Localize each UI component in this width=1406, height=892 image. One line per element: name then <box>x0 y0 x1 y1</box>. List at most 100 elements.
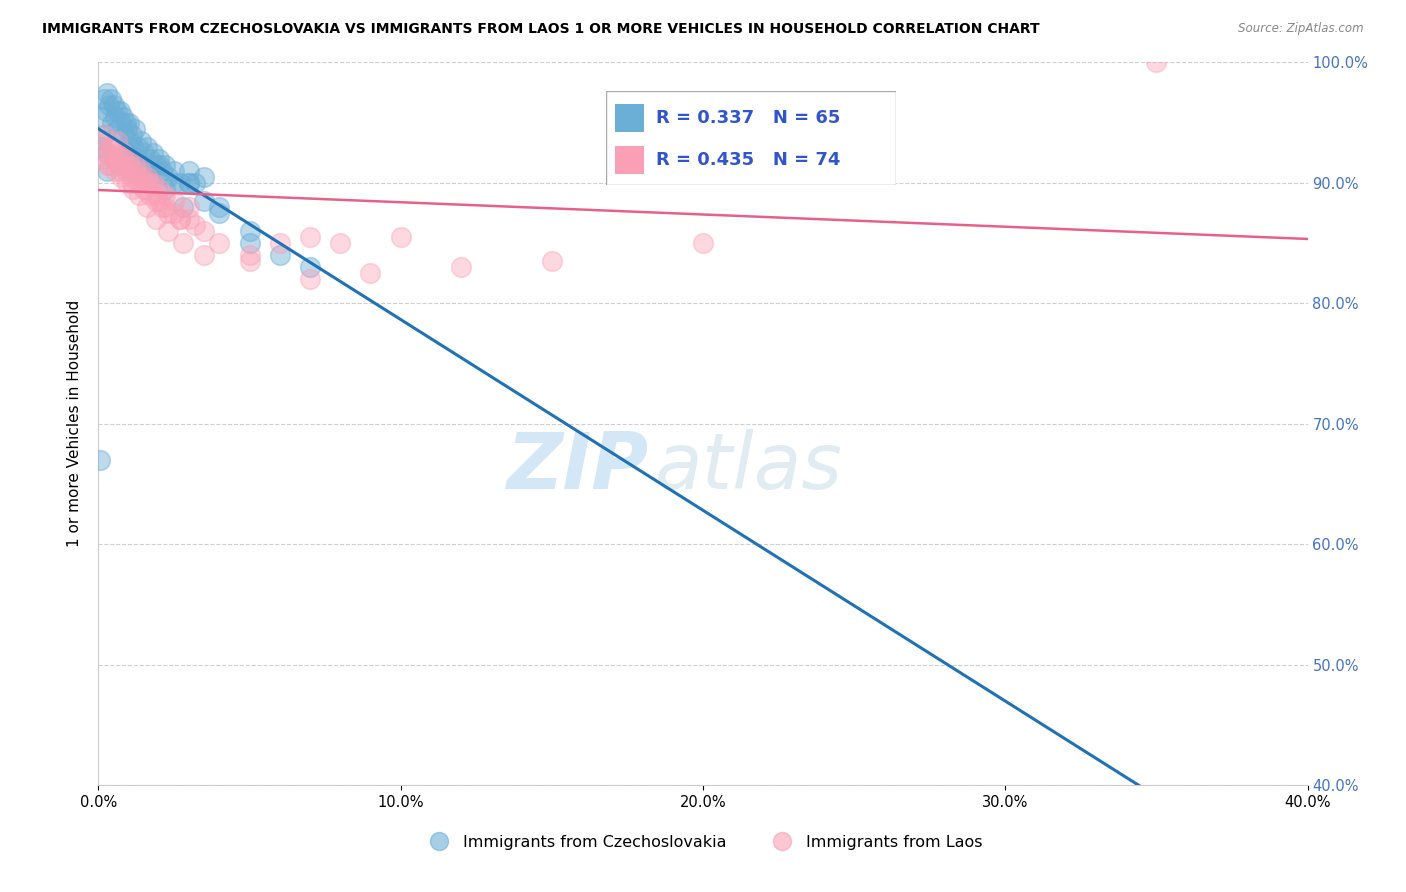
Point <box>96 158 118 172</box>
Point <box>169 211 191 226</box>
Point <box>104 164 127 178</box>
Point <box>91 152 114 166</box>
Point <box>153 158 176 172</box>
Point <box>111 110 134 124</box>
Point <box>145 188 167 202</box>
Point <box>193 194 215 208</box>
Point <box>96 164 118 178</box>
Point <box>239 224 262 238</box>
Point <box>156 224 179 238</box>
Point <box>127 169 149 184</box>
Point <box>121 164 143 178</box>
Point <box>104 110 127 124</box>
Point <box>156 206 179 220</box>
Point <box>103 152 125 166</box>
Point <box>96 145 118 160</box>
Point <box>118 115 141 129</box>
Point <box>193 224 215 238</box>
Point <box>540 254 562 268</box>
Point <box>93 92 115 106</box>
Point <box>299 272 322 286</box>
Point <box>129 134 152 148</box>
Point <box>179 176 201 190</box>
Point <box>360 266 382 280</box>
Point <box>169 211 191 226</box>
Point <box>118 139 141 153</box>
Point <box>127 152 149 166</box>
Point <box>135 139 157 153</box>
Point <box>145 164 167 178</box>
Point <box>132 182 155 196</box>
Point <box>100 92 122 106</box>
Point <box>114 164 136 178</box>
Point <box>179 211 201 226</box>
Point <box>172 200 194 214</box>
Point <box>139 188 162 202</box>
Point <box>103 152 125 166</box>
Point <box>105 134 128 148</box>
Point <box>105 145 128 160</box>
Point <box>110 115 132 129</box>
Point <box>239 248 262 262</box>
Point <box>108 158 131 172</box>
Point <box>389 230 412 244</box>
Point <box>150 164 173 178</box>
Point <box>148 152 170 166</box>
Point <box>148 194 170 208</box>
Point <box>163 164 186 178</box>
Point <box>93 128 115 142</box>
Point <box>112 128 135 142</box>
Point <box>169 176 191 190</box>
Point <box>127 176 149 190</box>
Point <box>299 260 322 275</box>
Point <box>163 206 186 220</box>
Point <box>145 158 167 172</box>
Point <box>145 194 167 208</box>
Point <box>90 134 112 148</box>
Point <box>135 169 157 184</box>
Point <box>105 103 128 118</box>
Point <box>145 211 167 226</box>
Point <box>111 152 134 166</box>
Point <box>93 128 115 142</box>
Point <box>120 134 142 148</box>
Point <box>124 158 146 172</box>
Point <box>150 200 173 214</box>
Point <box>114 115 136 129</box>
Point <box>127 139 149 153</box>
Point <box>139 152 162 166</box>
Point <box>96 145 118 160</box>
Point <box>122 139 145 153</box>
Point <box>153 182 176 196</box>
Point <box>208 206 231 220</box>
Point <box>107 121 129 136</box>
Point <box>103 152 125 166</box>
Point <box>179 176 201 190</box>
Point <box>153 200 176 214</box>
Point <box>115 176 138 190</box>
Point <box>269 235 291 250</box>
Point <box>692 235 714 250</box>
Point <box>96 86 118 100</box>
Point <box>108 164 131 178</box>
Text: IMMIGRANTS FROM CZECHOSLOVAKIA VS IMMIGRANTS FROM LAOS 1 OR MORE VEHICLES IN HOU: IMMIGRANTS FROM CZECHOSLOVAKIA VS IMMIGR… <box>42 22 1040 37</box>
Point <box>239 254 262 268</box>
Point <box>98 158 121 172</box>
Point <box>142 145 165 160</box>
Point <box>132 145 155 160</box>
Point <box>98 97 121 112</box>
Point <box>179 200 201 214</box>
Point <box>118 152 141 166</box>
Point <box>184 218 207 232</box>
Point <box>179 164 201 178</box>
Point <box>121 176 143 190</box>
Text: atlas: atlas <box>655 429 842 505</box>
Point <box>184 176 207 190</box>
Point <box>114 158 136 172</box>
Point <box>135 176 157 190</box>
Point <box>100 139 122 153</box>
Text: Source: ZipAtlas.com: Source: ZipAtlas.com <box>1239 22 1364 36</box>
Point <box>148 158 170 172</box>
Point <box>108 158 131 172</box>
Point <box>118 158 141 172</box>
